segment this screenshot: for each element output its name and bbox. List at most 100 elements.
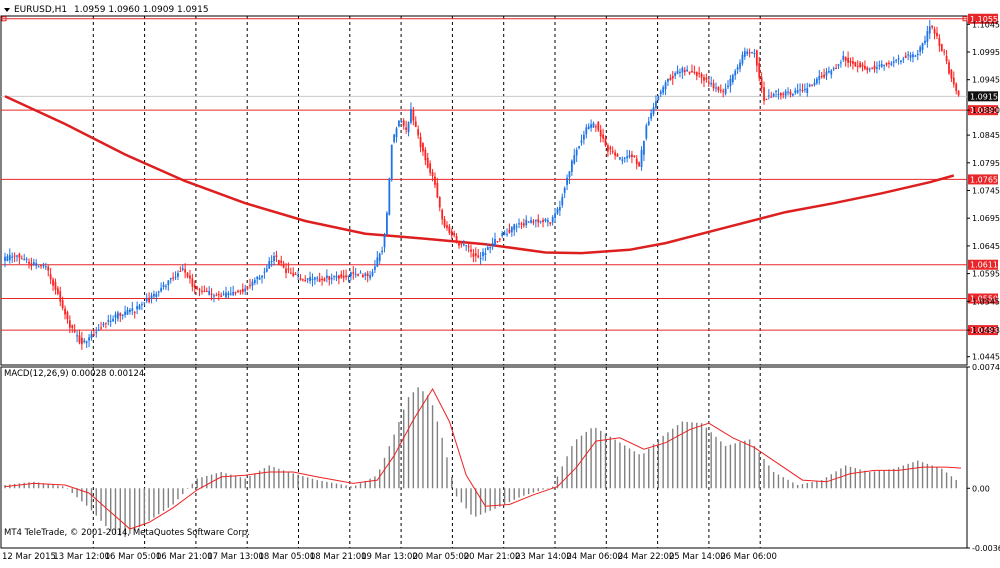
candle-bull bbox=[676, 70, 679, 74]
macd-histogram-bar bbox=[90, 488, 93, 511]
candle-bull bbox=[561, 196, 564, 206]
candle-bear bbox=[73, 330, 76, 332]
macd-histogram-bar bbox=[840, 468, 842, 489]
macd-histogram-bar bbox=[494, 488, 496, 509]
candle-bear bbox=[779, 93, 782, 96]
candle-bear bbox=[801, 90, 804, 92]
candle-bear bbox=[20, 258, 23, 260]
level-anchor-marker[interactable] bbox=[962, 16, 968, 22]
candle-bear bbox=[472, 253, 475, 257]
candle-bear bbox=[520, 223, 523, 225]
candle-bull bbox=[710, 82, 713, 85]
macd-histogram-bar bbox=[100, 488, 102, 521]
level-anchor-marker[interactable] bbox=[1, 16, 7, 22]
candle-bull bbox=[381, 250, 384, 253]
level-price-tag bbox=[968, 174, 998, 185]
macd-signal-line bbox=[4, 387, 962, 530]
candle-bear bbox=[537, 219, 540, 223]
candle-bear bbox=[405, 127, 408, 130]
macd-histogram-bar bbox=[820, 480, 823, 489]
macd-histogram-bar bbox=[105, 488, 107, 527]
macd-histogram-bar bbox=[76, 488, 78, 498]
candle-bear bbox=[602, 134, 605, 139]
candle-bull bbox=[751, 51, 753, 53]
macd-histogram-bar bbox=[561, 466, 563, 489]
candle-bear bbox=[940, 44, 943, 52]
macd-histogram-bar bbox=[37, 482, 40, 489]
x-tick-label: 20 Mar 05:00 bbox=[412, 552, 469, 562]
x-tick-label: 20 Mar 21:00 bbox=[464, 552, 521, 562]
macd-histogram-bar bbox=[451, 476, 453, 489]
candle-bull bbox=[837, 64, 840, 66]
candle-bear bbox=[438, 197, 441, 208]
candle-bear bbox=[30, 263, 33, 267]
candle-bear bbox=[133, 312, 136, 314]
vertical-grid bbox=[92, 16, 761, 548]
candle-bull bbox=[566, 177, 568, 185]
macd-histogram-bar bbox=[566, 456, 568, 489]
candle-bear bbox=[215, 295, 218, 297]
current-price-tag bbox=[968, 91, 998, 102]
candle-bull bbox=[890, 63, 893, 65]
candle-bear bbox=[340, 274, 343, 278]
candle-bull bbox=[489, 246, 492, 249]
macd-histogram-bar bbox=[297, 474, 299, 489]
candle-bull bbox=[393, 134, 396, 142]
macd-histogram-bar bbox=[604, 433, 607, 489]
candle-bear bbox=[366, 273, 369, 277]
macd-histogram-bar bbox=[422, 391, 424, 489]
candle-bear bbox=[285, 268, 287, 273]
candle-bull bbox=[657, 96, 660, 101]
candle-bull bbox=[261, 275, 263, 278]
candle-bull bbox=[803, 88, 806, 90]
candle-bear bbox=[763, 87, 765, 101]
candle-bear bbox=[304, 280, 307, 282]
macd-histogram-bar bbox=[849, 466, 852, 489]
candle-bear bbox=[412, 110, 415, 121]
macd-histogram-bar bbox=[398, 422, 400, 489]
candle-bear bbox=[205, 291, 208, 293]
macd-histogram-bar bbox=[244, 478, 246, 489]
candle-bear bbox=[933, 29, 936, 34]
dropdown-triangle-icon[interactable] bbox=[4, 8, 10, 12]
candle-bear bbox=[760, 77, 763, 89]
candle-bull bbox=[150, 295, 153, 300]
macd-histogram-bar bbox=[652, 444, 655, 489]
candle-bear bbox=[691, 70, 693, 73]
candle-bear bbox=[669, 77, 672, 81]
candle-bear bbox=[443, 219, 446, 227]
macd-histogram-bar bbox=[201, 477, 203, 489]
candle-bull bbox=[273, 256, 275, 262]
candle-bear bbox=[234, 292, 237, 294]
candle-bear bbox=[847, 57, 850, 63]
macd-histogram-bar bbox=[772, 471, 775, 489]
candle-bull bbox=[628, 155, 631, 158]
candle-bear bbox=[635, 158, 638, 164]
candle-bull bbox=[815, 78, 818, 84]
candle-bear bbox=[241, 289, 244, 292]
candle-bear bbox=[402, 120, 405, 126]
candle-bull bbox=[306, 278, 309, 280]
candle-bull bbox=[225, 292, 227, 298]
candle-bear bbox=[249, 285, 251, 287]
y-tick-label: 1.0645 bbox=[972, 242, 1000, 251]
candle-bear bbox=[431, 172, 434, 176]
candle-bear bbox=[191, 278, 194, 287]
macd-histogram-bar bbox=[129, 488, 131, 534]
macd-histogram-bar bbox=[518, 488, 520, 498]
macd-histogram-bar bbox=[287, 471, 290, 489]
candle-bear bbox=[811, 84, 813, 86]
price-panel-frame bbox=[0, 15, 968, 366]
candle-bull bbox=[570, 160, 573, 172]
macd-histogram-bar bbox=[268, 465, 270, 489]
candle-bull bbox=[912, 54, 914, 58]
level-price-label: 1.0890 bbox=[970, 106, 998, 115]
candle-bull bbox=[270, 261, 273, 263]
x-tick-label: 18 Mar 05:00 bbox=[259, 552, 316, 562]
macd-histogram-bar bbox=[801, 484, 804, 489]
candle-bull bbox=[724, 88, 727, 94]
x-tick-label: 16 Mar 21:00 bbox=[156, 552, 213, 562]
candle-bull bbox=[263, 271, 266, 273]
